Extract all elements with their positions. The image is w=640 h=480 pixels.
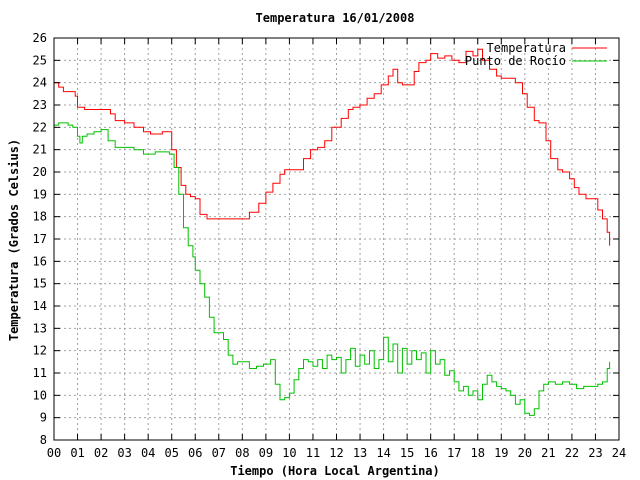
x-tick-label: 19 bbox=[494, 446, 508, 460]
y-tick-label: 23 bbox=[33, 98, 47, 112]
x-tick-label: 05 bbox=[164, 446, 178, 460]
series-line-punto-de-rocio bbox=[54, 122, 611, 416]
y-tick-label: 14 bbox=[33, 299, 47, 313]
y-tick-label: 8 bbox=[40, 433, 47, 447]
y-tick-label: 16 bbox=[33, 254, 47, 268]
x-tick-label: 09 bbox=[259, 446, 273, 460]
x-tick-label: 08 bbox=[235, 446, 249, 460]
legend-label-temperatura: Temperatura bbox=[487, 41, 566, 55]
x-axis-title: Tiempo (Hora Local Argentina) bbox=[230, 464, 440, 478]
x-tick-label: 18 bbox=[471, 446, 485, 460]
y-tick-label: 25 bbox=[33, 53, 47, 67]
y-tick-label: 26 bbox=[33, 31, 47, 45]
x-tick-label: 03 bbox=[117, 446, 131, 460]
y-tick-label: 22 bbox=[33, 120, 47, 134]
grid-lines bbox=[54, 38, 619, 440]
legend-label-punto-de-rocio: Punto de Rocío bbox=[465, 54, 566, 68]
x-tick-label: 17 bbox=[447, 446, 461, 460]
y-axis-tick-labels: 8 9 10 11 12 13 14 15 16 17 18 19 20 21 22 23 24 25 26 bbox=[33, 31, 47, 447]
x-tick-label: 13 bbox=[353, 446, 367, 460]
y-tick-label: 15 bbox=[33, 277, 47, 291]
y-tick-label: 9 bbox=[40, 411, 47, 425]
y-tick-label: 12 bbox=[33, 344, 47, 358]
chart-title: Temperatura 16/01/2008 bbox=[256, 11, 415, 25]
x-tick-label: 06 bbox=[188, 446, 202, 460]
y-tick-label: 10 bbox=[33, 388, 47, 402]
x-tick-label: 00 bbox=[47, 446, 61, 460]
x-tick-label: 10 bbox=[282, 446, 296, 460]
legend-entry-punto-de-rocio: Punto de Rocío bbox=[465, 54, 607, 68]
y-tick-label: 13 bbox=[33, 321, 47, 335]
series-line-temperatura bbox=[54, 48, 611, 246]
legend-entry-temperatura: Temperatura bbox=[487, 41, 607, 55]
y-tick-label: 17 bbox=[33, 232, 47, 246]
x-tick-label: 22 bbox=[565, 446, 579, 460]
y-tick-label: 19 bbox=[33, 187, 47, 201]
x-tick-label: 11 bbox=[306, 446, 320, 460]
plot-series bbox=[54, 48, 611, 416]
y-tick-label: 21 bbox=[33, 143, 47, 157]
x-tick-label: 02 bbox=[94, 446, 108, 460]
y-tick-label: 20 bbox=[33, 165, 47, 179]
x-axis-tick-labels: 00 01 02 03 04 05 06 07 08 09 10 11 12 13 14 15 16 17 18 19… bbox=[47, 446, 626, 460]
x-tick-label: 23 bbox=[588, 446, 602, 460]
x-tick-label: 24 bbox=[612, 446, 626, 460]
x-tick-label: 12 bbox=[329, 446, 343, 460]
axis-ticks bbox=[53, 37, 620, 441]
x-tick-label: 21 bbox=[541, 446, 555, 460]
x-tick-label: 07 bbox=[212, 446, 226, 460]
x-tick-label: 15 bbox=[400, 446, 414, 460]
y-tick-label: 18 bbox=[33, 210, 47, 224]
y-tick-label: 11 bbox=[33, 366, 47, 380]
x-tick-label: 20 bbox=[518, 446, 532, 460]
x-tick-label: 16 bbox=[423, 446, 437, 460]
legend: Temperatura Punto de Rocío bbox=[465, 41, 607, 68]
y-tick-label: 24 bbox=[33, 76, 47, 90]
x-tick-label: 04 bbox=[141, 446, 155, 460]
x-tick-label: 01 bbox=[70, 446, 84, 460]
x-tick-label: 14 bbox=[376, 446, 390, 460]
y-axis-title: Temperatura (Grados Celsius) bbox=[7, 139, 21, 341]
